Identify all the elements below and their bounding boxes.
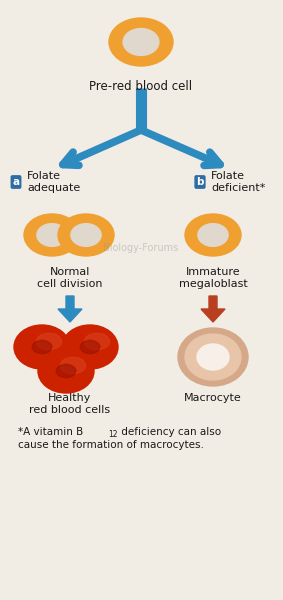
Text: Immature
megaloblast: Immature megaloblast: [179, 267, 247, 289]
Ellipse shape: [185, 214, 241, 256]
Text: Biology-Forums: Biology-Forums: [103, 243, 179, 253]
Text: cause the formation of macrocytes.: cause the formation of macrocytes.: [18, 440, 204, 450]
Ellipse shape: [38, 349, 94, 393]
Ellipse shape: [24, 214, 80, 256]
Ellipse shape: [185, 334, 241, 380]
Ellipse shape: [197, 344, 229, 370]
Text: a: a: [12, 177, 20, 187]
Text: Normal
cell division: Normal cell division: [37, 267, 103, 289]
Text: Folate
deficient*: Folate deficient*: [211, 171, 265, 193]
Text: Folate
adequate: Folate adequate: [27, 171, 80, 193]
Ellipse shape: [14, 325, 70, 369]
Ellipse shape: [84, 333, 110, 350]
Ellipse shape: [62, 325, 118, 369]
Ellipse shape: [71, 224, 101, 247]
Ellipse shape: [60, 357, 85, 374]
Text: b: b: [196, 177, 204, 187]
Text: deficiency can also: deficiency can also: [118, 427, 221, 437]
Ellipse shape: [37, 333, 62, 350]
Text: 12: 12: [108, 430, 117, 439]
Ellipse shape: [178, 328, 248, 386]
Polygon shape: [58, 296, 82, 322]
Ellipse shape: [109, 18, 173, 66]
Ellipse shape: [32, 340, 52, 353]
Text: Healthy
red blood cells: Healthy red blood cells: [29, 393, 111, 415]
Ellipse shape: [198, 224, 228, 247]
Polygon shape: [201, 296, 225, 322]
Text: Macrocyte: Macrocyte: [184, 393, 242, 403]
Text: *A vitamin B: *A vitamin B: [18, 427, 83, 437]
Ellipse shape: [80, 340, 100, 353]
Ellipse shape: [56, 364, 76, 377]
Text: Pre-red blood cell: Pre-red blood cell: [89, 80, 192, 93]
Ellipse shape: [58, 214, 114, 256]
Ellipse shape: [123, 29, 159, 55]
Ellipse shape: [37, 224, 67, 247]
